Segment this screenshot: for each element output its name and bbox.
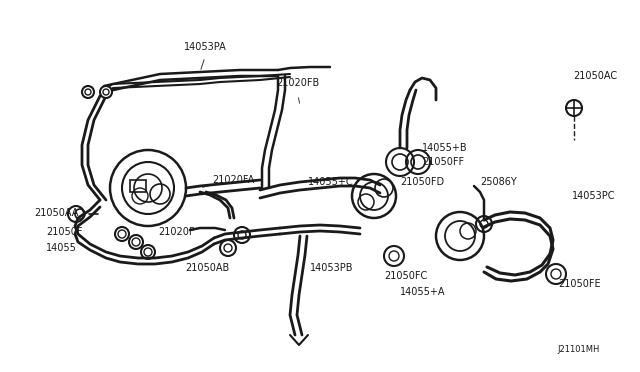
Text: 21050AC: 21050AC xyxy=(573,71,617,81)
Text: 21050F: 21050F xyxy=(46,227,83,237)
Text: 14053PC: 14053PC xyxy=(572,191,616,201)
Text: 21050FC: 21050FC xyxy=(384,271,428,281)
Text: 14053PA: 14053PA xyxy=(184,42,227,52)
Text: 21020FB: 21020FB xyxy=(276,78,319,88)
Text: 25086Y: 25086Y xyxy=(480,177,516,187)
Text: 14055+A: 14055+A xyxy=(400,287,445,297)
Text: 14053PB: 14053PB xyxy=(310,263,353,273)
Text: J21101MH: J21101MH xyxy=(557,345,600,354)
Circle shape xyxy=(82,86,94,98)
Text: 21020FA: 21020FA xyxy=(212,175,254,185)
Text: 21050FD: 21050FD xyxy=(400,177,444,187)
Text: 21050FF: 21050FF xyxy=(422,157,464,167)
Text: 14055: 14055 xyxy=(46,243,77,253)
Text: 14055+C: 14055+C xyxy=(308,177,354,187)
Text: 21050FE: 21050FE xyxy=(558,279,600,289)
Circle shape xyxy=(100,86,112,98)
Text: 21020F: 21020F xyxy=(158,227,195,237)
Text: 21050AB: 21050AB xyxy=(185,263,229,273)
Text: 21050AA: 21050AA xyxy=(34,208,78,218)
Text: 14055+B: 14055+B xyxy=(422,143,468,153)
